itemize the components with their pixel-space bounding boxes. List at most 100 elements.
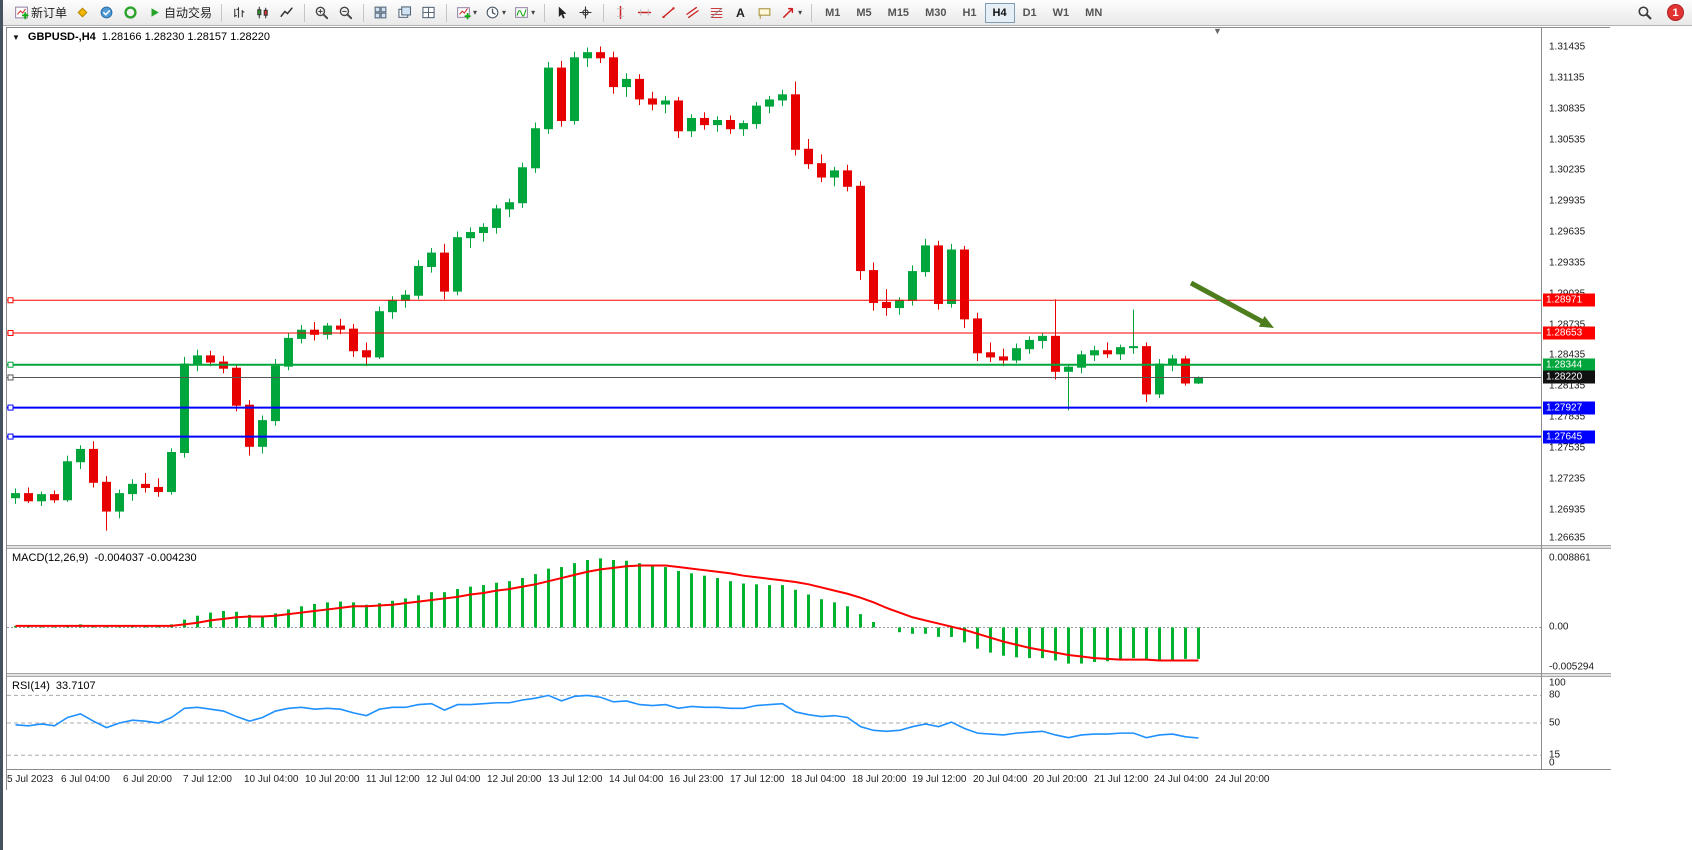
tile-windows-button[interactable] <box>369 2 393 24</box>
time-label: 18 Jul 04:00 <box>791 774 846 785</box>
text-button[interactable]: A <box>729 2 753 24</box>
arrows-button[interactable]: ▾ <box>777 2 806 24</box>
crosshair-button[interactable] <box>574 2 598 24</box>
chart-candles-button[interactable] <box>251 2 275 24</box>
label-button[interactable] <box>753 2 777 24</box>
channel-icon <box>685 5 700 20</box>
line-handle[interactable] <box>7 404 14 411</box>
autotrading-button[interactable]: 自动交易 <box>143 2 216 24</box>
panel-separator-macd[interactable] <box>7 545 1611 549</box>
trend-arrow-annotation[interactable] <box>1189 280 1274 328</box>
terminal-button[interactable] <box>95 2 119 24</box>
fibonacci-button[interactable] <box>705 2 729 24</box>
time-label: 11 Jul 12:00 <box>366 774 420 785</box>
price-axis[interactable]: 1.31435 1.31135 1.30835 1.30535 1.30235 1.299… <box>1542 28 1610 545</box>
scale-label: 1.29335 <box>1549 257 1586 269</box>
hline-button[interactable] <box>633 2 657 24</box>
time-label: 21 Jul 12:00 <box>1094 774 1149 785</box>
channel-button[interactable] <box>681 2 705 24</box>
price-chart-plot[interactable] <box>7 28 1541 545</box>
price-flag: 1.27645 <box>1543 430 1595 444</box>
trendline-icon <box>661 5 676 20</box>
scale-label: 1.31135 <box>1549 72 1585 84</box>
macd-signal-line <box>15 564 1199 662</box>
rsi-axis[interactable]: 100 80 50 15 0 <box>1542 677 1610 769</box>
search-button[interactable] <box>1633 2 1657 24</box>
panel-separator-rsi[interactable] <box>7 673 1611 677</box>
horizontal-line-1.28971[interactable] <box>7 297 1541 304</box>
chart-bars-button[interactable] <box>227 2 251 24</box>
zoom-out-button[interactable] <box>334 2 358 24</box>
time-label: 6 Jul 20:00 <box>123 774 172 785</box>
price-flag: 1.27927 <box>1543 401 1595 415</box>
rsi-plot[interactable] <box>7 677 1541 769</box>
scale-label: 0.00 <box>1549 621 1569 633</box>
notification-badge[interactable]: 1 <box>1667 4 1684 21</box>
line-handle[interactable] <box>7 329 14 336</box>
timeframe-h1-button[interactable]: H1 <box>954 3 984 23</box>
scale-label: 0.008861 <box>1549 552 1591 564</box>
timeframe-d1-button[interactable]: D1 <box>1015 3 1045 23</box>
line-handle[interactable] <box>7 361 14 368</box>
cascade-windows-button[interactable] <box>393 2 417 24</box>
time-label: 6 Jul 04:00 <box>61 774 110 785</box>
zoom-in-button[interactable] <box>310 2 334 24</box>
timeframe-h4-button[interactable]: H4 <box>984 2 1015 23</box>
horizontal-line-1.28344[interactable] <box>7 361 1541 368</box>
one-click-trading-toggle[interactable]: ▼ <box>12 32 20 42</box>
horizontal-line-1.28220[interactable] <box>7 374 1541 381</box>
timeframe-w1-button[interactable]: W1 <box>1045 3 1078 23</box>
chart-line-button[interactable] <box>275 2 299 24</box>
timeframe-m15-button[interactable]: M15 <box>880 3 917 23</box>
horizontal-line-1.27927[interactable] <box>7 404 1541 411</box>
timeframe-m1-button[interactable]: M1 <box>817 3 848 23</box>
metaeditor-button[interactable] <box>71 2 95 24</box>
scale-label: 1.30235 <box>1549 164 1586 176</box>
time-label: 19 Jul 12:00 <box>912 774 967 785</box>
new-chart-button[interactable]: ▾ <box>452 2 481 24</box>
scale-label: 80 <box>1549 689 1561 701</box>
chart-header: ▼ GBPUSD-,H4 1.28166 1.28230 1.28157 1.2… <box>12 31 270 43</box>
periods-button[interactable]: ▾ <box>481 2 510 24</box>
window-arrange-button[interactable] <box>417 2 441 24</box>
indicators-button[interactable]: ▾ <box>510 2 539 24</box>
toolbar-separator <box>363 3 365 22</box>
chevron-down-icon: ▾ <box>798 8 803 17</box>
hline-icon <box>637 5 652 20</box>
chevron-down-icon: ▾ <box>531 8 536 17</box>
line-handle[interactable] <box>7 374 14 381</box>
cascade-windows-icon <box>397 5 412 20</box>
line-handle[interactable] <box>7 297 14 304</box>
trendline-button[interactable] <box>657 2 681 24</box>
vline-button[interactable] <box>609 2 633 24</box>
scale-label: 1.29035 <box>1549 288 1585 299</box>
new-order-icon <box>14 5 29 20</box>
time-axis[interactable]: 5 Jul 2023 6 Jul 04:00 6 Jul 20:00 7 Jul 12… <box>7 769 1611 790</box>
line-handle[interactable] <box>7 433 14 440</box>
scale-label: 50 <box>1549 717 1561 729</box>
time-label: 24 Jul 04:00 <box>1154 774 1209 785</box>
market-watch-icon <box>123 5 138 20</box>
price-flag: 1.28971 <box>1543 293 1595 307</box>
new-order-button[interactable]: 新订单 <box>10 2 71 24</box>
time-label: 24 Jul 20:00 <box>1215 774 1270 785</box>
price-flag: 1.28653 <box>1543 326 1595 340</box>
scale-label: 1.29635 <box>1549 226 1586 238</box>
cursor-button[interactable] <box>550 2 574 24</box>
chart-shift-marker[interactable]: ▼ <box>1213 26 1222 36</box>
market-watch-button[interactable] <box>119 2 143 24</box>
timeframe-m5-button[interactable]: M5 <box>848 3 879 23</box>
timeframe-mn-button[interactable]: MN <box>1077 3 1110 23</box>
autotrading-label: 自动交易 <box>164 5 213 20</box>
scale-label: 100 <box>1549 677 1566 689</box>
macd-axis[interactable]: 0.008861 0.00 -0.005294 <box>1542 549 1610 673</box>
main-chart-panel: ▼ GBPUSD-,H4 1.28166 1.28230 1.28157 1.2… <box>7 26 1611 545</box>
search-icon <box>1637 5 1652 20</box>
scale-label: 1.26635 <box>1549 532 1586 544</box>
scale-label: 1.29935 <box>1549 195 1586 207</box>
macd-plot[interactable] <box>7 549 1541 673</box>
horizontal-line-1.27645[interactable] <box>7 433 1541 440</box>
horizontal-line-1.28653[interactable] <box>7 329 1541 336</box>
timeframe-m30-button[interactable]: M30 <box>917 3 954 23</box>
periods-icon <box>485 5 500 20</box>
